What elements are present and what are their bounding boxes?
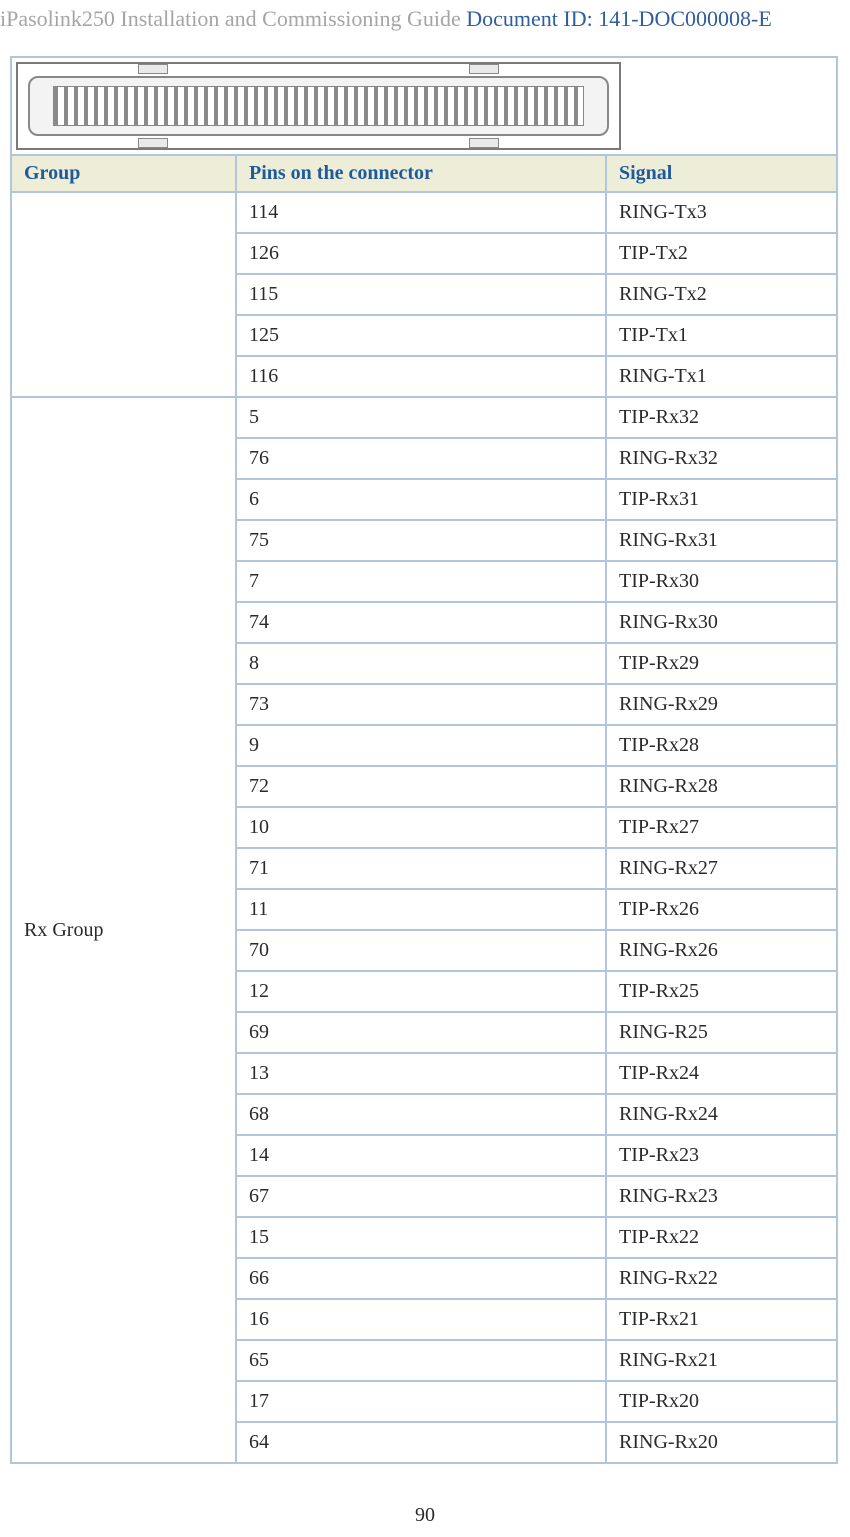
pin-cell: 8 [236,643,606,684]
signal-cell: RING-Tx3 [606,192,836,233]
signal-cell: RING-R25 [606,1012,836,1053]
signal-cell: TIP-Rx21 [606,1299,836,1340]
pin-cell: 69 [236,1012,606,1053]
signal-cell: RING-Rx24 [606,1094,836,1135]
pin-cell: 15 [236,1217,606,1258]
signal-cell: TIP-Rx32 [606,397,836,438]
page: iPasolink250 Installation and Commission… [0,0,850,1537]
pin-cell: 5 [236,397,606,438]
col-signal: Signal [606,155,836,192]
connector-pins-icon [53,86,584,126]
table-row: Rx Group 5 TIP-Rx32 [12,397,836,438]
signal-cell: RING-Rx30 [606,602,836,643]
signal-cell: RING-Rx22 [606,1258,836,1299]
pin-cell: 64 [236,1422,606,1462]
group-cell-rx: Rx Group [12,397,236,1462]
page-header: iPasolink250 Installation and Commission… [0,0,850,56]
group-cell-tx [12,192,236,397]
table-row: 114 RING-Tx3 [12,192,836,233]
pin-cell: 11 [236,889,606,930]
pin-cell: 13 [236,1053,606,1094]
table-header-row: Group Pins on the connector Signal [12,155,836,192]
pin-cell: 126 [236,233,606,274]
pin-cell: 76 [236,438,606,479]
signal-cell: TIP-Rx20 [606,1381,836,1422]
pin-cell: 67 [236,1176,606,1217]
pin-cell: 125 [236,315,606,356]
signal-cell: TIP-Rx23 [606,1135,836,1176]
signal-cell: RING-Rx26 [606,930,836,971]
pin-cell: 14 [236,1135,606,1176]
connector-tab-icon [138,138,168,148]
connector-tab-icon [469,64,499,74]
signal-cell: RING-Rx23 [606,1176,836,1217]
pin-cell: 12 [236,971,606,1012]
signal-cell: RING-Rx21 [606,1340,836,1381]
signal-cell: RING-Rx31 [606,520,836,561]
pin-cell: 70 [236,930,606,971]
signal-cell: TIP-Rx29 [606,643,836,684]
connector-tab-icon [138,64,168,74]
pin-cell: 73 [236,684,606,725]
pin-table: Group Pins on the connector Signal 114 R… [12,154,836,1462]
pin-cell: 9 [236,725,606,766]
signal-cell: TIP-Rx25 [606,971,836,1012]
page-number: 90 [0,1464,850,1537]
signal-cell: TIP-Tx1 [606,315,836,356]
doc-title: iPasolink250 Installation and Commission… [0,6,466,31]
col-pins: Pins on the connector [236,155,606,192]
signal-cell: TIP-Rx22 [606,1217,836,1258]
signal-cell: RING-Tx2 [606,274,836,315]
pin-cell: 68 [236,1094,606,1135]
signal-cell: TIP-Rx27 [606,807,836,848]
pin-cell: 71 [236,848,606,889]
pin-cell: 75 [236,520,606,561]
pin-cell: 66 [236,1258,606,1299]
pin-cell: 72 [236,766,606,807]
doc-id: Document ID: 141-DOC000008-E [466,6,772,31]
pin-cell: 6 [236,479,606,520]
signal-cell: TIP-Rx31 [606,479,836,520]
signal-cell: TIP-Rx26 [606,889,836,930]
content-frame: Group Pins on the connector Signal 114 R… [10,56,838,1464]
pin-cell: 114 [236,192,606,233]
pin-cell: 7 [236,561,606,602]
pin-cell: 116 [236,356,606,397]
pin-cell: 17 [236,1381,606,1422]
connector-tab-icon [469,138,499,148]
connector-diagram [16,62,621,150]
signal-cell: RING-Rx20 [606,1422,836,1462]
pin-cell: 10 [236,807,606,848]
pin-cell: 16 [236,1299,606,1340]
pin-cell: 115 [236,274,606,315]
pin-cell: 74 [236,602,606,643]
pin-cell: 65 [236,1340,606,1381]
signal-cell: RING-Rx27 [606,848,836,889]
signal-cell: TIP-Rx30 [606,561,836,602]
signal-cell: TIP-Rx24 [606,1053,836,1094]
signal-cell: RING-Rx28 [606,766,836,807]
col-group: Group [12,155,236,192]
signal-cell: RING-Rx29 [606,684,836,725]
signal-cell: RING-Tx1 [606,356,836,397]
signal-cell: RING-Rx32 [606,438,836,479]
signal-cell: TIP-Rx28 [606,725,836,766]
signal-cell: TIP-Tx2 [606,233,836,274]
